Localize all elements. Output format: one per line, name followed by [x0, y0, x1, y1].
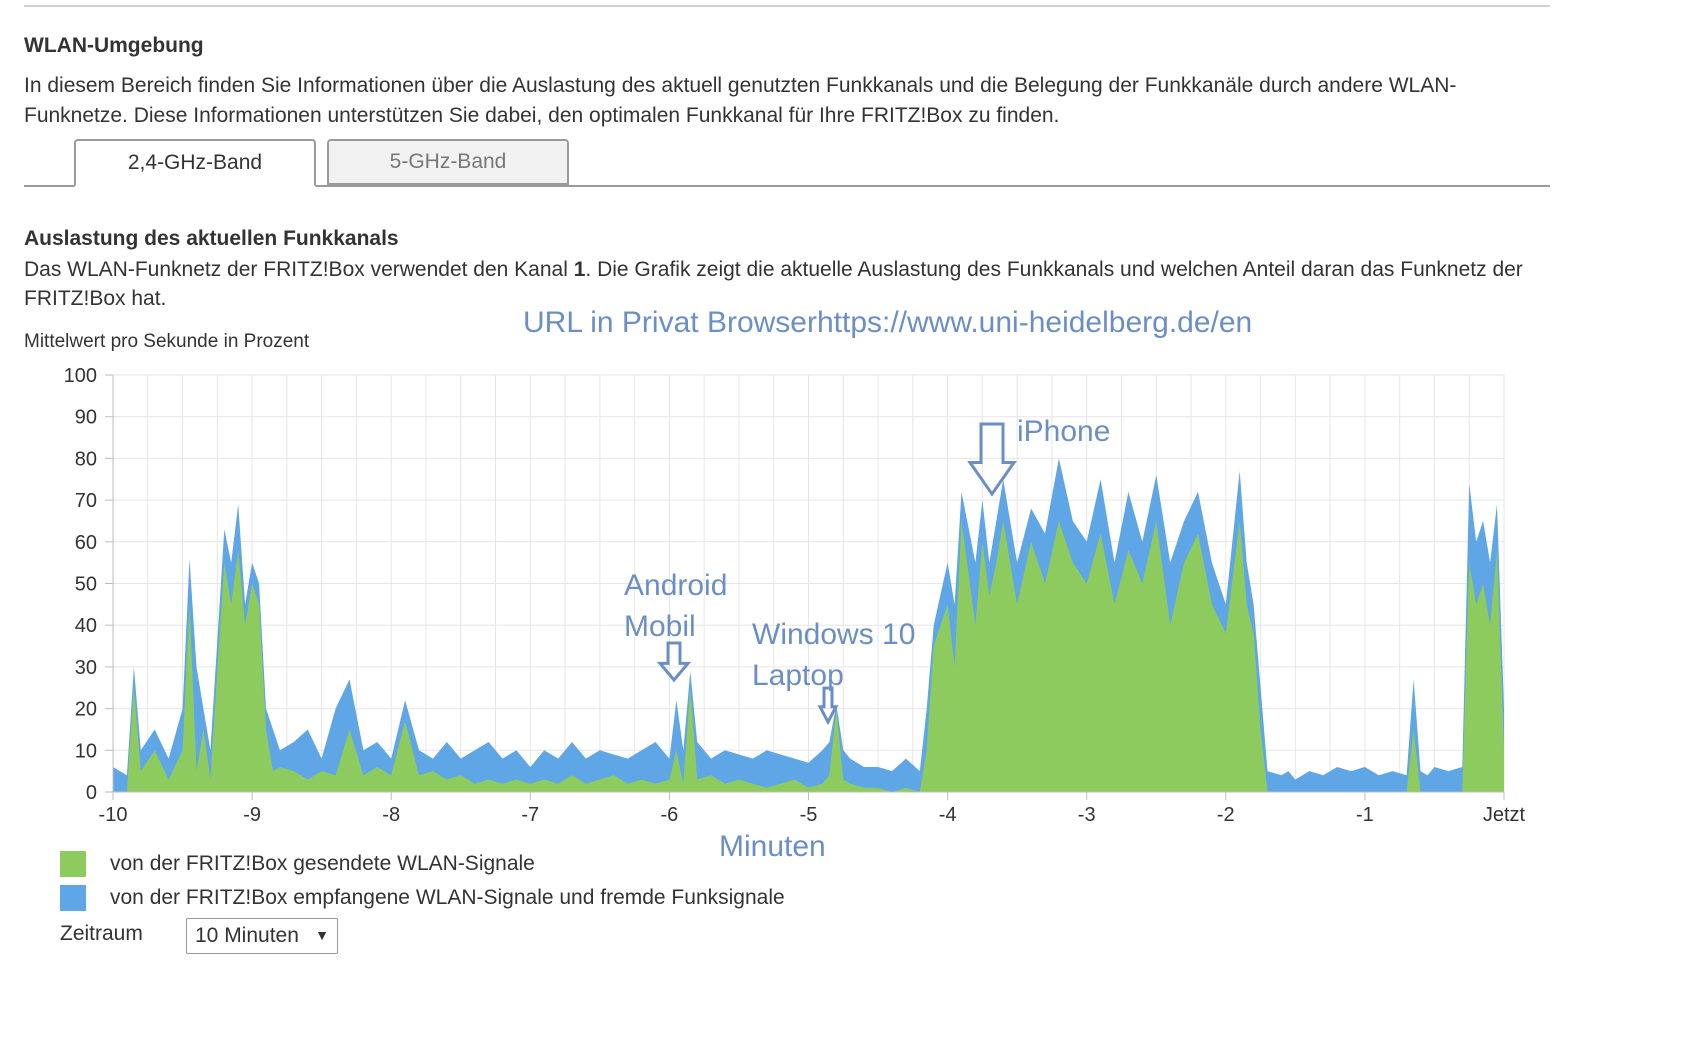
- channel-description: Das WLAN-Funknetz der FRITZ!Box verwende…: [24, 255, 1534, 313]
- chevron-down-icon: ▼: [315, 927, 329, 943]
- intro-text: In diesem Bereich finden Sie Information…: [24, 74, 1457, 127]
- tab-2-4-ghz[interactable]: 2,4-GHz-Band: [74, 139, 316, 187]
- legend-swatch-green: [60, 851, 86, 877]
- y-tick-label: 30: [75, 657, 97, 679]
- subsection-title: Auslastung des aktuellen Funkkanals: [24, 227, 399, 250]
- annotation-minuten: Minuten: [719, 830, 826, 863]
- android-arrow-icon: [656, 641, 692, 683]
- x-tick-label: -6: [661, 804, 679, 826]
- desc-prefix: Das WLAN-Funknetz der FRITZ!Box verwende…: [24, 258, 574, 281]
- y-tick-label: 50: [75, 574, 97, 596]
- y-tick-label: 90: [75, 407, 97, 429]
- tab-5-ghz[interactable]: 5-GHz-Band: [327, 139, 569, 185]
- legend-item-sent: von der FRITZ!Box gesendete WLAN-Signale: [60, 850, 535, 878]
- x-tick-label: -9: [243, 804, 261, 826]
- x-tick-label: Jetzt: [1483, 804, 1526, 826]
- desc-suffix: . Die Grafik zeigt die aktuelle Auslastu…: [24, 258, 1523, 310]
- chart-ylabel: Mittelwert pro Sekunde in Prozent: [24, 331, 310, 352]
- y-tick-label: 70: [75, 490, 97, 512]
- annotation-android-line2: Mobil: [624, 610, 696, 643]
- y-tick-label: 60: [75, 532, 97, 554]
- x-tick-label: -7: [521, 804, 539, 826]
- legend-swatch-blue: [60, 885, 86, 911]
- iphone-arrow-icon: [967, 422, 1017, 497]
- x-tick-label: -5: [800, 804, 818, 826]
- series-area-sent: [113, 521, 1504, 792]
- x-tick-label: -3: [1078, 804, 1096, 826]
- top-divider: [24, 5, 1550, 7]
- zeitraum-value: 10 Minuten: [195, 924, 299, 947]
- channel-usage-chart: 0 10 20 30 40 50 60 70 80 90 100 -10 -9 -8 -7 -6 -5 -4 -3 -…: [64, 306, 1526, 863]
- legend-item-received: von der FRITZ!Box empfangene WLAN-Signal…: [60, 884, 785, 912]
- y-tick-label: 40: [75, 615, 97, 637]
- section-title: WLAN-Umgebung: [24, 34, 204, 57]
- x-tick-label: -2: [1217, 804, 1235, 826]
- y-tick-label: 0: [86, 782, 97, 804]
- tabs-baseline: [24, 185, 1550, 187]
- y-tick-label: 20: [75, 699, 97, 721]
- x-tick-label: -1: [1356, 804, 1374, 826]
- channel-number: 1: [573, 258, 586, 281]
- legend-label-received: von der FRITZ!Box empfangene WLAN-Signal…: [110, 886, 785, 909]
- x-tick-label: -8: [382, 804, 400, 826]
- windows-arrow-icon: [817, 686, 839, 726]
- annotation-windows-line1: Windows 10: [752, 618, 915, 651]
- annotation-android-line1: Android: [624, 569, 727, 602]
- annotation-url-note: URL in Privat Browserhttps://www.uni-hei…: [523, 306, 1252, 339]
- annotation-iphone: iPhone: [1017, 415, 1110, 448]
- x-tick-label: -4: [939, 804, 957, 826]
- band-tabs: 2,4-GHz-Band 5-GHz-Band: [24, 139, 1550, 187]
- zeitraum-label: Zeitraum: [60, 922, 143, 945]
- y-tick-label: 80: [75, 448, 97, 470]
- y-tick-label: 100: [64, 365, 97, 387]
- x-tick-label: -10: [99, 804, 128, 826]
- y-tick-label: 10: [75, 740, 97, 762]
- zeitraum-select[interactable]: 10 Minuten ▼: [186, 918, 338, 954]
- legend-label-sent: von der FRITZ!Box gesendete WLAN-Signale: [110, 852, 535, 875]
